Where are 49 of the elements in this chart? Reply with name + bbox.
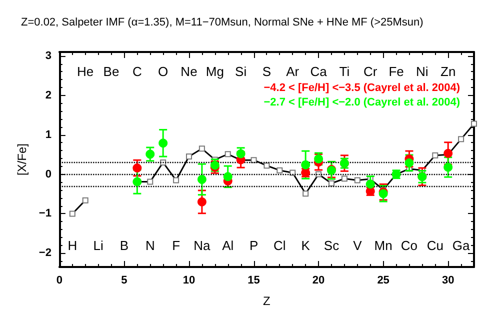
x-tick-label: 0 (56, 274, 63, 286)
y-tick-label: 0 (45, 168, 52, 180)
x-tick-label: 25 (377, 274, 390, 286)
x-tick-label: 15 (248, 274, 260, 286)
annotation: O (158, 64, 168, 79)
text: −2.7 < [Fe/H] <−2.0 (Cayrel et al. 2004) (264, 96, 460, 108)
text: −4.2 < [Fe/H] <−3.5 (Cayrel et al. 2004) (264, 82, 460, 94)
annotation: Be (103, 64, 120, 79)
annotation: N (145, 238, 155, 253)
x-tick-label: 30 (442, 274, 454, 286)
annotation: F (172, 238, 180, 253)
annotation: P (249, 238, 258, 253)
y-tick-label: −1 (38, 208, 52, 220)
annotation: Si (235, 64, 247, 79)
annotation: Ca (310, 64, 328, 79)
annotation: Ne (180, 64, 198, 79)
y-tick-label: 1 (45, 128, 52, 141)
annotation: Na (194, 238, 212, 253)
annotation: Ti (339, 64, 350, 79)
annotation: S (262, 64, 272, 79)
x-tick-label: 10 (182, 274, 196, 286)
y-tick-label: −2 (38, 247, 52, 260)
annotation: Sc (324, 238, 340, 253)
y-tick-label: 2 (45, 89, 52, 102)
annotation: C (132, 64, 142, 79)
y-axis-title: [X/Fe] (15, 143, 29, 176)
annotation: Li (93, 238, 104, 253)
annotation: H (68, 238, 78, 253)
annotation: He (77, 64, 94, 79)
x-tick-label: 20 (312, 274, 325, 286)
annotation: Cl (274, 238, 286, 253)
y-tick-label: 3 (45, 50, 52, 62)
annotation: V (353, 238, 362, 253)
annotation: Co (400, 238, 418, 253)
annotation: Mg (206, 64, 224, 79)
annotation: Cu (426, 238, 444, 253)
chart-title: Z=0.02, Salpeter IMF (α=1.35), M=11−70Msun, Normal SNe + HNe MF (>25Msun) (21, 16, 424, 28)
annotation: Ar (286, 64, 300, 79)
annotation: Fe (388, 64, 404, 79)
annotation: Ga (452, 238, 470, 253)
annotation: Zn (440, 64, 456, 79)
annotation: B (120, 238, 129, 253)
annotation: K (301, 238, 310, 253)
annotation: Al (222, 238, 234, 253)
annotation: Cr (364, 64, 378, 79)
x-tick-label: 5 (121, 274, 128, 286)
annotation: Ni (416, 64, 428, 79)
x-axis-title: Z (263, 294, 270, 308)
annotation: Mn (374, 238, 392, 253)
